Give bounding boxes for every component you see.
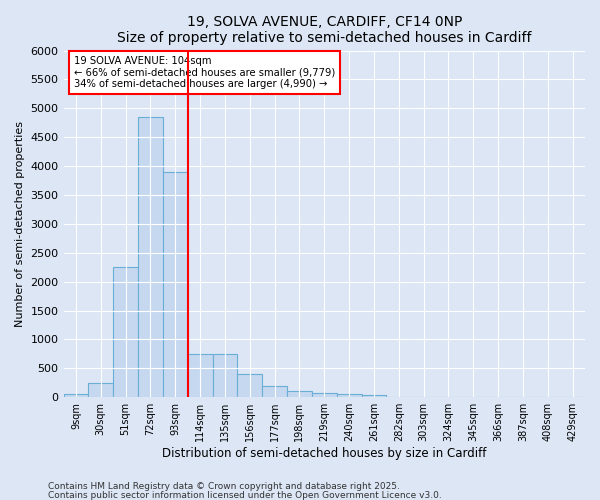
Y-axis label: Number of semi-detached properties: Number of semi-detached properties	[15, 121, 25, 327]
Bar	[238, 374, 262, 397]
Bar	[163, 172, 188, 397]
Text: Contains HM Land Registry data © Crown copyright and database right 2025.: Contains HM Land Registry data © Crown c…	[48, 482, 400, 491]
Bar	[386, 396, 411, 397]
Bar	[362, 396, 386, 397]
Bar	[312, 393, 337, 397]
Text: Contains public sector information licensed under the Open Government Licence v3: Contains public sector information licen…	[48, 490, 442, 500]
Bar	[212, 354, 238, 397]
Bar	[138, 117, 163, 397]
Bar	[188, 354, 212, 397]
Bar	[113, 267, 138, 397]
X-axis label: Distribution of semi-detached houses by size in Cardiff: Distribution of semi-detached houses by …	[162, 447, 487, 460]
Bar	[337, 394, 362, 397]
Bar	[262, 386, 287, 397]
Title: 19, SOLVA AVENUE, CARDIFF, CF14 0NP
Size of property relative to semi-detached h: 19, SOLVA AVENUE, CARDIFF, CF14 0NP Size…	[117, 15, 532, 45]
Text: 19 SOLVA AVENUE: 104sqm
← 66% of semi-detached houses are smaller (9,779)
34% of: 19 SOLVA AVENUE: 104sqm ← 66% of semi-de…	[74, 56, 335, 89]
Bar	[64, 394, 88, 397]
Bar	[88, 383, 113, 397]
Bar	[287, 392, 312, 397]
